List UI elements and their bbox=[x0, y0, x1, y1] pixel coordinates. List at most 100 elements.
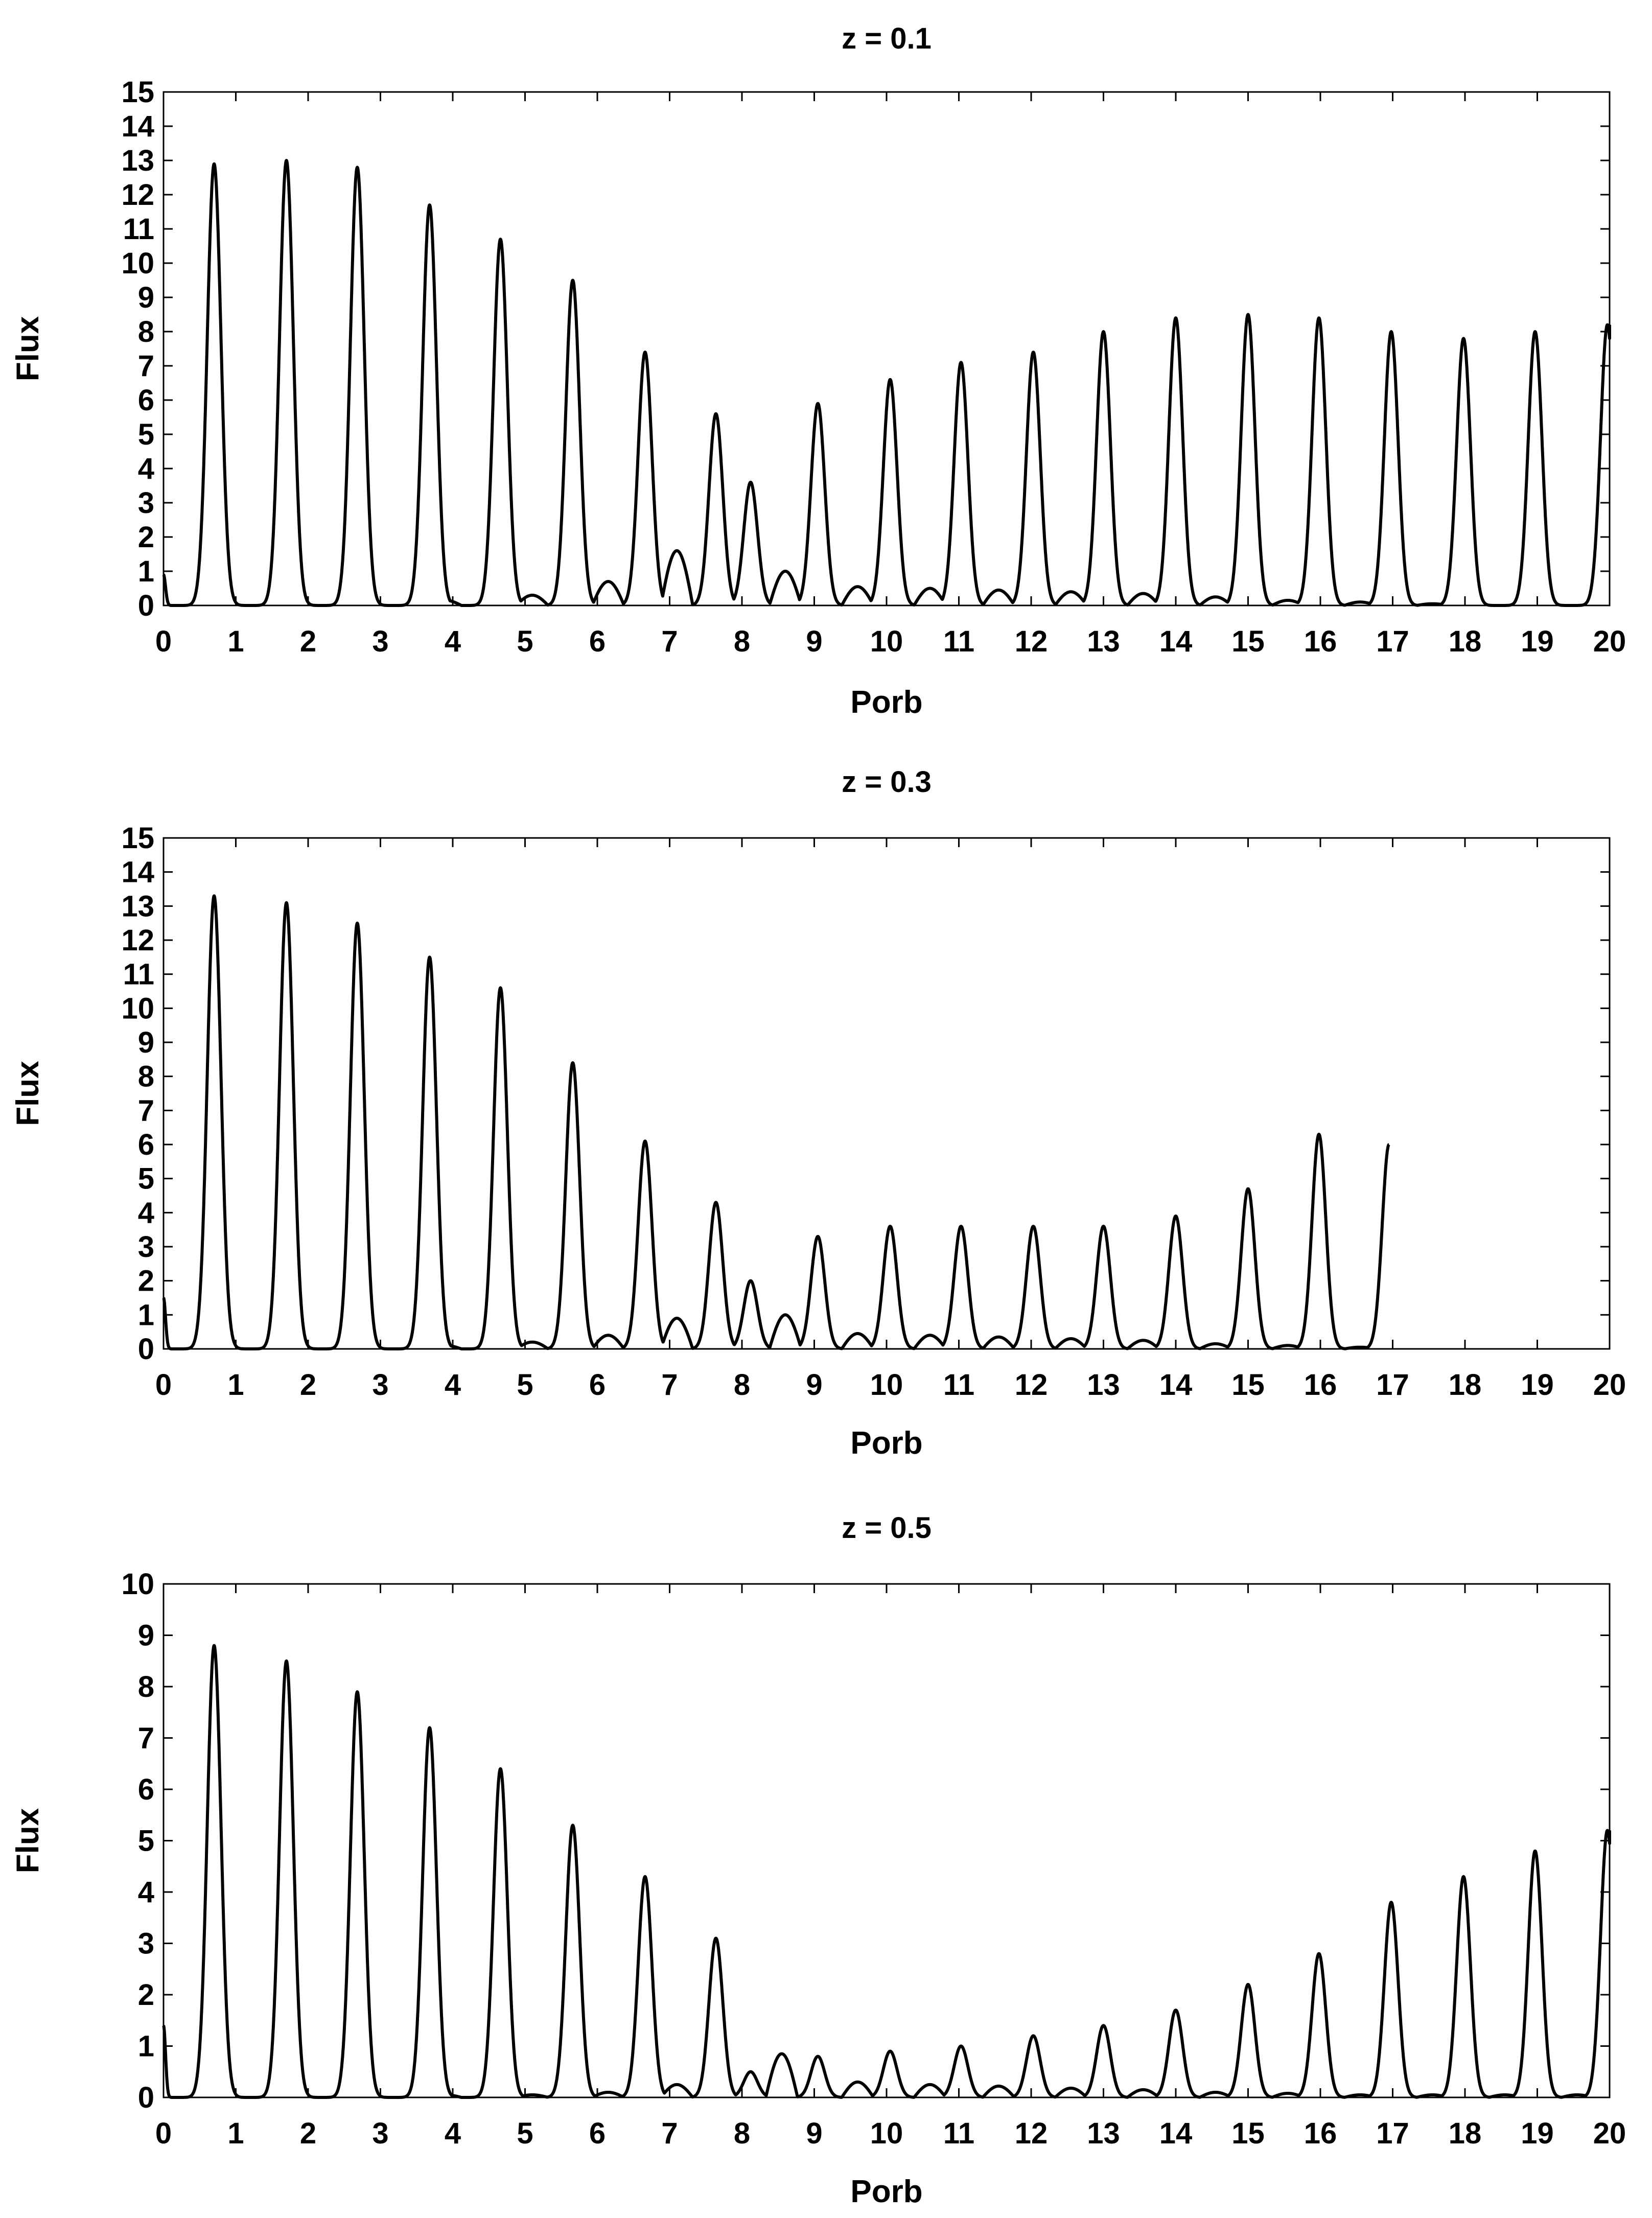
y-axis-label: Flux bbox=[10, 1808, 45, 1873]
x-axis-label: Porb bbox=[850, 2174, 922, 2209]
y-tick-label: 15 bbox=[121, 822, 154, 855]
x-tick-label: 16 bbox=[1304, 625, 1337, 658]
y-tick-label: 14 bbox=[121, 110, 154, 143]
y-tick-label: 5 bbox=[138, 1162, 154, 1196]
x-tick-label: 7 bbox=[661, 625, 678, 658]
x-tick-label: 17 bbox=[1376, 625, 1409, 658]
x-tick-label: 7 bbox=[661, 1368, 678, 1402]
x-tick-label: 16 bbox=[1304, 1368, 1337, 1402]
y-tick-label: 3 bbox=[138, 486, 154, 520]
x-tick-label: 10 bbox=[870, 2117, 903, 2150]
y-tick-label: 15 bbox=[121, 76, 154, 109]
chart-panel-2: z = 0.30 1 2 3 4 5 6 7 8 9 10 11 12 13 14 15 16 17 18 19 200… bbox=[10, 765, 1626, 1461]
y-tick-label: 5 bbox=[138, 418, 154, 451]
x-tick-label: 0 bbox=[155, 2117, 172, 2150]
y-tick-label: 4 bbox=[138, 452, 154, 485]
y-tick-label: 2 bbox=[138, 521, 154, 554]
x-tick-label: 19 bbox=[1521, 1368, 1554, 1402]
x-tick-label: 9 bbox=[806, 1368, 822, 1402]
x-tick-label: 10 bbox=[870, 1368, 903, 1402]
x-tick-label: 16 bbox=[1304, 2117, 1337, 2150]
y-tick-label: 6 bbox=[138, 1773, 154, 1806]
y-tick-label: 4 bbox=[138, 1876, 154, 1909]
chart-panel-3: z = 0.50 1 2 3 4 5 6 7 8 9 10 11 12 13 14 15 16 17 18 19 200… bbox=[10, 1511, 1626, 2209]
y-tick-label: 8 bbox=[138, 1670, 154, 1703]
x-tick-label: 11 bbox=[943, 625, 974, 658]
x-tick-label: 10 bbox=[870, 625, 903, 658]
series-line-flux bbox=[162, 894, 1391, 1350]
chart-title: z = 0.1 bbox=[842, 22, 932, 55]
x-tick-label: 20 bbox=[1593, 625, 1626, 658]
plot-frame bbox=[162, 837, 1611, 1350]
x-tick-label: 20 bbox=[1593, 1368, 1626, 1402]
x-tick-label: 17 bbox=[1376, 2117, 1409, 2150]
x-tick-label: 3 bbox=[372, 1368, 388, 1402]
y-axis-label: Flux bbox=[10, 1061, 45, 1126]
x-tick-label: 8 bbox=[734, 625, 750, 658]
y-tick-label: 9 bbox=[138, 281, 154, 314]
series-line-flux bbox=[162, 1644, 1611, 2099]
y-tick-label: 9 bbox=[138, 1026, 154, 1059]
y-tick-label: 12 bbox=[121, 924, 154, 957]
x-tick-label: 3 bbox=[372, 2117, 388, 2150]
x-tick-label: 5 bbox=[517, 1368, 533, 1402]
y-tick-label: 11 bbox=[123, 958, 154, 991]
y-tick-label: 3 bbox=[138, 1927, 154, 1960]
x-tick-label: 8 bbox=[734, 2117, 750, 2150]
x-axis-label: Porb bbox=[850, 685, 922, 720]
x-tick-label: 14 bbox=[1159, 1368, 1193, 1402]
y-axis-label: Flux bbox=[10, 316, 45, 381]
x-tick-label: 5 bbox=[517, 2117, 533, 2150]
x-tick-label: 14 bbox=[1159, 625, 1193, 658]
x-tick-label: 0 bbox=[155, 1368, 172, 1402]
chart-title: z = 0.3 bbox=[842, 765, 932, 799]
x-tick-label: 2 bbox=[300, 2117, 316, 2150]
x-tick-label: 5 bbox=[517, 625, 533, 658]
x-tick-label: 17 bbox=[1376, 1368, 1409, 1402]
x-tick-label: 4 bbox=[445, 1368, 461, 1402]
y-tick-label: 6 bbox=[138, 384, 154, 417]
y-tick-label: 14 bbox=[121, 856, 154, 889]
y-tick-label: 1 bbox=[138, 555, 154, 588]
x-tick-label: 15 bbox=[1231, 1368, 1265, 1402]
x-tick-label: 15 bbox=[1231, 625, 1265, 658]
x-tick-label: 2 bbox=[300, 625, 316, 658]
x-tick-label: 8 bbox=[734, 1368, 750, 1402]
y-tick-label: 13 bbox=[121, 144, 154, 177]
plot-frame bbox=[162, 1583, 1611, 2098]
x-tick-label: 12 bbox=[1015, 625, 1048, 658]
x-tick-label: 6 bbox=[589, 2117, 606, 2150]
x-tick-label: 1 bbox=[227, 1368, 244, 1402]
x-tick-label: 15 bbox=[1231, 2117, 1265, 2150]
y-tick-label: 8 bbox=[138, 1060, 154, 1093]
y-tick-label: 8 bbox=[138, 315, 154, 348]
chart-title: z = 0.5 bbox=[842, 1511, 932, 1545]
x-tick-label: 19 bbox=[1521, 2117, 1554, 2150]
x-tick-label: 1 bbox=[227, 2117, 244, 2150]
y-tick-label: 0 bbox=[138, 589, 154, 622]
x-tick-label: 12 bbox=[1015, 2117, 1048, 2150]
x-tick-label: 20 bbox=[1593, 2117, 1626, 2150]
x-tick-label: 13 bbox=[1087, 1368, 1120, 1402]
series-line-flux bbox=[162, 159, 1611, 607]
x-tick-label: 3 bbox=[372, 625, 388, 658]
x-tick-label: 12 bbox=[1015, 1368, 1048, 1402]
x-tick-label: 9 bbox=[806, 625, 822, 658]
y-tick-label: 0 bbox=[138, 2081, 154, 2114]
x-tick-label: 9 bbox=[806, 2117, 822, 2150]
x-tick-label: 18 bbox=[1449, 2117, 1482, 2150]
x-tick-label: 2 bbox=[300, 1368, 316, 1402]
chart-panel-1: z = 0.10 1 2 3 4 5 6 7 8 9 10 11 12 13 14 15 16 17 18 19 200… bbox=[10, 22, 1626, 720]
y-tick-label: 13 bbox=[121, 890, 154, 923]
y-tick-label: 1 bbox=[138, 2030, 154, 2063]
y-tick-label: 4 bbox=[138, 1196, 154, 1229]
y-tick-label: 2 bbox=[138, 1978, 154, 2012]
y-tick-label: 10 bbox=[121, 992, 154, 1025]
x-tick-label: 13 bbox=[1087, 625, 1120, 658]
x-tick-label: 11 bbox=[943, 2117, 974, 2150]
y-tick-label: 10 bbox=[121, 247, 154, 280]
x-axis-label: Porb bbox=[850, 1426, 922, 1461]
y-tick-label: 3 bbox=[138, 1230, 154, 1264]
